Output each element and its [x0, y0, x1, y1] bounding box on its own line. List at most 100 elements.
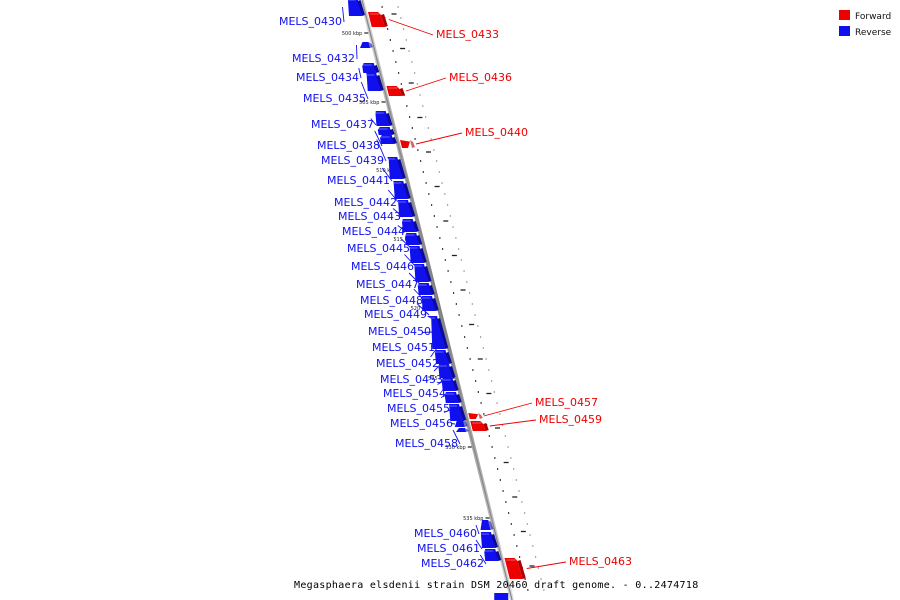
- gene-label[interactable]: MELS_0445: [347, 242, 410, 255]
- gene-label[interactable]: MELS_0457: [535, 396, 598, 409]
- track-dot: [422, 171, 424, 173]
- label-connector: [342, 6, 345, 23]
- track-dot: [422, 105, 424, 107]
- track-dot: [519, 556, 521, 558]
- gene-feature: [448, 404, 467, 421]
- track-dot: [502, 490, 504, 492]
- gene-feature: [400, 140, 415, 148]
- gene-label[interactable]: MELS_0459: [539, 413, 602, 426]
- track-dot: [466, 347, 468, 349]
- track-dot: [442, 248, 444, 250]
- gene-feature: [504, 558, 526, 579]
- track-dot: [480, 336, 482, 338]
- scale-tick-label: 520 kbp: [411, 306, 431, 312]
- scale-tick-label: 500 kbp: [342, 31, 362, 37]
- track-dot: [491, 446, 493, 448]
- gene-feature: [484, 549, 502, 561]
- gene-labels: MELS_0430 MELS_0432 MELS_0433 MELS_0434 MELS…: [279, 15, 632, 570]
- track-dot: [529, 534, 531, 536]
- gene-label[interactable]: MELS_0462: [421, 557, 484, 570]
- track-dot: [419, 94, 421, 96]
- track-dot: [505, 501, 507, 503]
- gene-feature: [438, 364, 456, 378]
- gene-label[interactable]: MELS_0458: [395, 437, 458, 450]
- label-connector: [387, 189, 400, 204]
- gene-label[interactable]: MELS_0460: [414, 527, 477, 540]
- gene-label[interactable]: MELS_0440: [465, 126, 528, 139]
- gene-label[interactable]: MELS_0455: [387, 402, 450, 415]
- track-dot: [436, 226, 438, 228]
- gene-label[interactable]: MELS_0432: [292, 52, 355, 65]
- gene-label[interactable]: MELS_0450: [368, 325, 431, 338]
- track-dot: [403, 28, 405, 30]
- label-connector: [374, 130, 383, 147]
- track-dot: [524, 512, 526, 514]
- gene-label[interactable]: MELS_0439: [321, 154, 384, 167]
- track-dot: [510, 457, 512, 459]
- scale-tick: 535 kbp: [463, 516, 490, 522]
- scale-tick: 505 kbp: [359, 100, 386, 106]
- track-dot: [397, 6, 399, 8]
- label-connector: [360, 81, 369, 100]
- track-dot: [469, 358, 471, 360]
- track-dot: [392, 50, 394, 52]
- legend-forward-label: Forward: [855, 12, 891, 22]
- gene-label[interactable]: MELS_0434: [296, 71, 359, 84]
- gene-label[interactable]: MELS_0441: [327, 174, 390, 187]
- scale-tick-label: 530 kbp: [445, 445, 465, 451]
- track-dot: [416, 83, 418, 85]
- gene-label[interactable]: MELS_0447: [356, 278, 419, 291]
- track-dot: [441, 182, 443, 184]
- gene-label[interactable]: MELS_0436: [449, 71, 512, 84]
- gene-label[interactable]: MELS_0463: [569, 555, 632, 568]
- track-dot: [447, 204, 449, 206]
- gene-label[interactable]: MELS_0448: [360, 294, 423, 307]
- gene-label[interactable]: MELS_0437: [311, 118, 374, 131]
- track-dot: [405, 39, 407, 41]
- track-dot: [474, 314, 476, 316]
- track-dot: [513, 468, 515, 470]
- gene-label[interactable]: MELS_0435: [303, 92, 366, 105]
- label-connector: [489, 419, 537, 427]
- label-connector: [475, 539, 483, 550]
- track-dot: [458, 248, 460, 250]
- legend-reverse-label: Reverse: [855, 28, 892, 38]
- label-connector: [404, 254, 417, 268]
- track-dot: [472, 369, 474, 371]
- track-dot: [436, 160, 438, 162]
- gene-label[interactable]: MELS_0449: [364, 308, 427, 321]
- gene-label[interactable]: MELS_0454: [383, 387, 446, 400]
- gene-label[interactable]: MELS_0451: [372, 341, 435, 354]
- gene-label[interactable]: MELS_0456: [390, 417, 453, 430]
- track-dot: [491, 380, 493, 382]
- track-dot: [387, 28, 389, 30]
- gene-label[interactable]: MELS_0438: [317, 139, 380, 152]
- gene-label[interactable]: MELS_0452: [376, 357, 439, 370]
- track-dot: [460, 259, 462, 261]
- track-dot: [494, 457, 496, 459]
- track-dot: [406, 105, 408, 107]
- track-dot: [480, 402, 482, 404]
- gene-feature: [413, 264, 432, 282]
- gene-label[interactable]: MELS_0442: [334, 196, 397, 209]
- track-dot: [400, 83, 402, 85]
- gene-feature: [441, 378, 459, 391]
- track-dot: [425, 182, 427, 184]
- gene-label[interactable]: MELS_0453: [380, 373, 443, 386]
- gene-label[interactable]: MELS_0461: [417, 542, 480, 555]
- track-dot: [450, 281, 452, 283]
- gene-label[interactable]: MELS_0430: [279, 15, 342, 28]
- gene-label[interactable]: MELS_0433: [436, 28, 499, 41]
- label-connector: [415, 132, 463, 145]
- gene-label[interactable]: MELS_0443: [338, 210, 401, 223]
- track-dot: [466, 281, 468, 283]
- gene-label[interactable]: MELS_0446: [351, 260, 414, 273]
- dotted-track-lines: [381, 6, 545, 591]
- track-dot: [433, 149, 435, 151]
- scale-tick: 530 kbp: [445, 445, 472, 451]
- track-dot: [449, 215, 451, 217]
- gene-label[interactable]: MELS_0444: [342, 225, 405, 238]
- gene-feature: [401, 219, 419, 232]
- track-dot: [447, 270, 449, 272]
